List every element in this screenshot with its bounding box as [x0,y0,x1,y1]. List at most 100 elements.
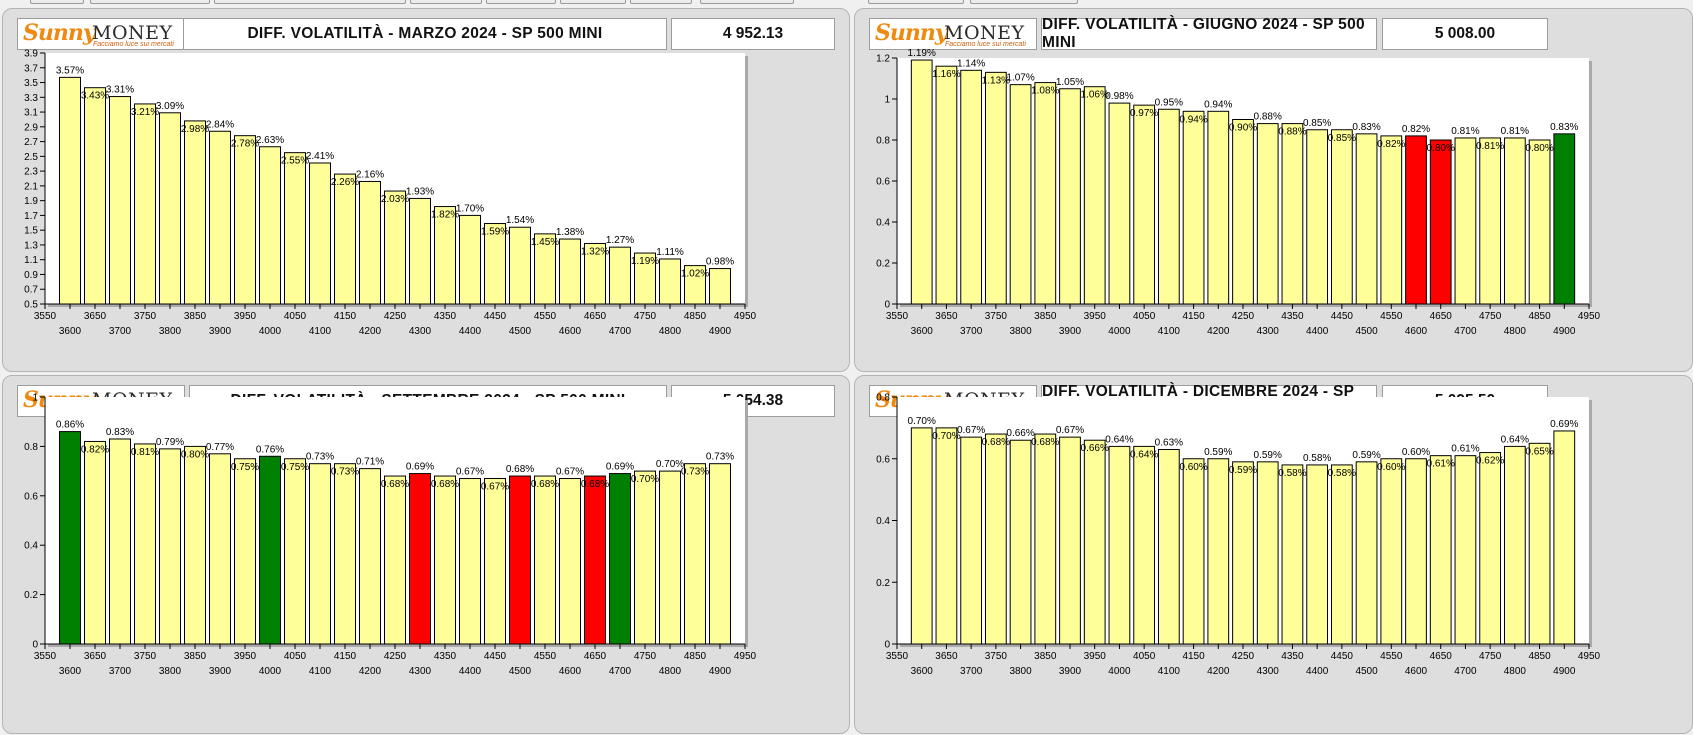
x-tick-label: 4350 [1281,651,1304,662]
x-tick-label: 4300 [1257,666,1280,677]
bar [1182,110,1205,305]
bar [1256,123,1279,305]
x-tick-label: 3700 [109,666,132,677]
x-tick-label: 4500 [1355,666,1378,677]
y-tick-label: 0.8 [876,136,890,147]
data-label: 1.32% [581,246,609,257]
x-tick-label: 4250 [1232,651,1255,662]
data-label: 0.66% [1081,443,1109,454]
y-tick-label: 0 [32,640,38,651]
bar [709,463,731,645]
x-tick-label: 4300 [409,666,432,677]
data-label: 2.63% [256,135,284,146]
toolbar-tab[interactable] [30,0,84,4]
x-tick-label: 3800 [159,326,182,337]
bar [1182,458,1205,645]
data-label: 0.63% [1155,437,1183,448]
y-tick-label: 1.1 [24,255,38,266]
bar [1034,433,1057,645]
x-tick-label: 4200 [359,666,382,677]
toolbar-tab[interactable] [868,0,964,4]
x-tick-label: 4900 [1553,666,1576,677]
bar [1034,82,1057,305]
x-tick-label: 4800 [1504,326,1527,337]
toolbar-tab[interactable] [214,0,406,4]
data-label: 0.88% [1278,127,1306,138]
data-label: 0.64% [1105,434,1133,445]
bar [1009,439,1032,645]
data-label: 0.69% [406,462,434,473]
bar [259,146,281,305]
bar [434,206,456,305]
bar [1454,137,1477,305]
bar [659,258,681,305]
x-tick-label: 3650 [84,311,107,322]
bar [134,443,156,645]
x-tick-label: 3850 [184,651,207,662]
toolbar-tab[interactable] [630,0,692,4]
toolbar-tab[interactable] [486,0,556,4]
toolbar-tab[interactable] [410,0,482,4]
bar [1553,430,1576,645]
data-label: 0.61% [1451,444,1479,455]
bar [1429,139,1452,305]
bar [209,453,231,645]
toolbar-tab[interactable] [970,0,1078,4]
x-tick-label: 4050 [1133,651,1156,662]
y-tick-label: 1 [32,393,38,404]
bar [84,87,106,305]
y-tick-label: 0 [884,300,890,311]
y-tick-label: 2.5 [24,152,38,163]
bar [1503,445,1526,645]
bar [509,475,531,645]
bar [1405,458,1427,645]
data-label: 0.86% [56,420,84,431]
x-tick-label: 4150 [334,311,357,322]
data-label: 0.68% [506,464,534,475]
x-tick-label: 4150 [1182,311,1205,322]
x-tick-label: 4050 [284,311,307,322]
bar [1009,84,1032,305]
x-tick-label: 3950 [234,651,257,662]
x-tick-label: 3650 [84,651,107,662]
bar [1157,448,1180,645]
y-tick-label: 1.7 [24,211,38,222]
data-label: 2.26% [331,177,359,188]
bar [984,71,1007,305]
x-tick-label: 4800 [659,326,682,337]
x-tick-label: 3850 [184,311,207,322]
bar [1232,461,1254,645]
logo-tagline: Facciamo luce sui mercati [93,41,174,48]
data-label: 3.43% [81,91,109,102]
x-tick-label: 4300 [1257,326,1280,337]
x-tick-label: 4050 [284,651,307,662]
x-tick-label: 4850 [684,311,707,322]
bar [334,463,356,645]
y-tick-label: 0.7 [24,285,38,296]
x-tick-label: 3800 [159,666,182,677]
data-label: 0.80% [1525,143,1553,154]
chart-panel-settembre: Sunny MONEY Facciamo luce sui mercati DI… [2,375,850,734]
data-label: 0.64% [1130,449,1158,460]
sunny-money-logo: Sunny MONEY Facciamo luce sui mercati [869,18,1037,50]
x-tick-label: 3550 [886,311,909,322]
data-label: 0.61% [1427,459,1455,470]
data-label: 0.81% [131,447,159,458]
x-tick-label: 4950 [1578,651,1601,662]
bar [1429,455,1452,645]
data-label: 0.90% [1229,123,1257,134]
toolbar-tab[interactable] [90,0,210,4]
y-tick-label: 2.1 [24,181,38,192]
x-tick-label: 4750 [634,311,657,322]
x-tick-label: 4950 [734,311,757,322]
toolbar-tab[interactable] [700,0,794,4]
bar [709,268,731,305]
y-tick-label: 1.3 [24,240,38,251]
x-tick-label: 3800 [1009,666,1032,677]
data-label: 1.05% [1056,77,1084,88]
bar [1256,461,1279,645]
toolbar-tab[interactable] [560,0,626,4]
x-tick-label: 3950 [1084,651,1107,662]
x-tick-label: 4850 [1528,651,1551,662]
x-tick-label: 4550 [1380,651,1403,662]
